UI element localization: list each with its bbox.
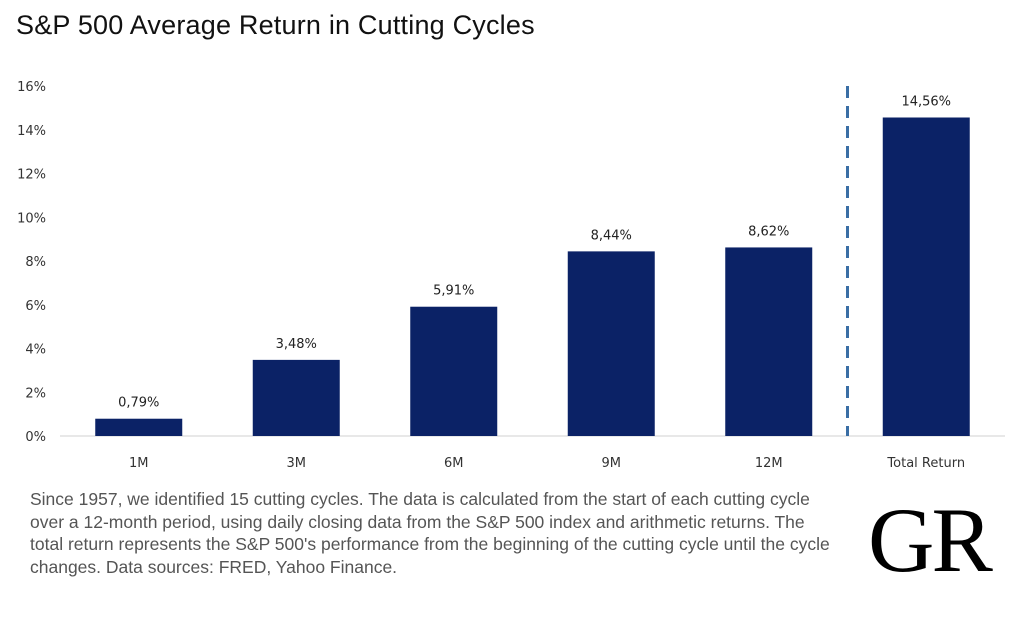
category-label: 3M <box>287 456 307 471</box>
category-label: 12M <box>755 456 783 471</box>
bar <box>882 117 970 436</box>
y-tick-label: 12% <box>17 168 46 183</box>
chart-title: S&P 500 Average Return in Cutting Cycles <box>16 10 535 40</box>
gr-logo: GR <box>868 489 993 591</box>
bar <box>95 418 183 436</box>
y-tick-label: 6% <box>25 299 46 314</box>
y-axis: 0% 2% 4% 6% 8% 10% 12% 14% 16% <box>17 80 46 445</box>
data-label: 0,79% <box>118 396 159 411</box>
category-label: 1M <box>129 456 149 471</box>
bars: 0,79% 1M 3,48% 3M 5,91% 6M 8,44% 9M 8,62% 12M 14,5… <box>95 95 970 471</box>
y-tick-label: 4% <box>25 343 46 358</box>
y-tick-label: 8% <box>25 255 46 270</box>
category-label: 6M <box>444 456 464 471</box>
category-label: Total Return <box>886 456 965 471</box>
bar <box>725 247 813 436</box>
y-tick-label: 16% <box>17 80 46 95</box>
bar <box>567 251 655 436</box>
data-label: 3,48% <box>276 337 317 352</box>
category-label: 9M <box>602 456 622 471</box>
bar <box>252 359 340 436</box>
bar-chart: 0% 2% 4% 6% 8% 10% 12% 14% 16% 0,79% 1M 3,48% 3M 5,9… <box>17 80 1005 471</box>
data-label: 8,44% <box>591 228 632 243</box>
data-label: 8,62% <box>748 224 789 239</box>
y-tick-label: 2% <box>25 386 46 401</box>
footnote: Since 1957, we identified 15 cutting cyc… <box>30 489 830 577</box>
y-tick-label: 0% <box>25 430 46 445</box>
y-tick-label: 14% <box>17 124 46 139</box>
data-label: 5,91% <box>433 284 474 299</box>
data-label: 14,56% <box>901 95 951 110</box>
y-tick-label: 10% <box>17 211 46 226</box>
bar <box>410 306 498 436</box>
